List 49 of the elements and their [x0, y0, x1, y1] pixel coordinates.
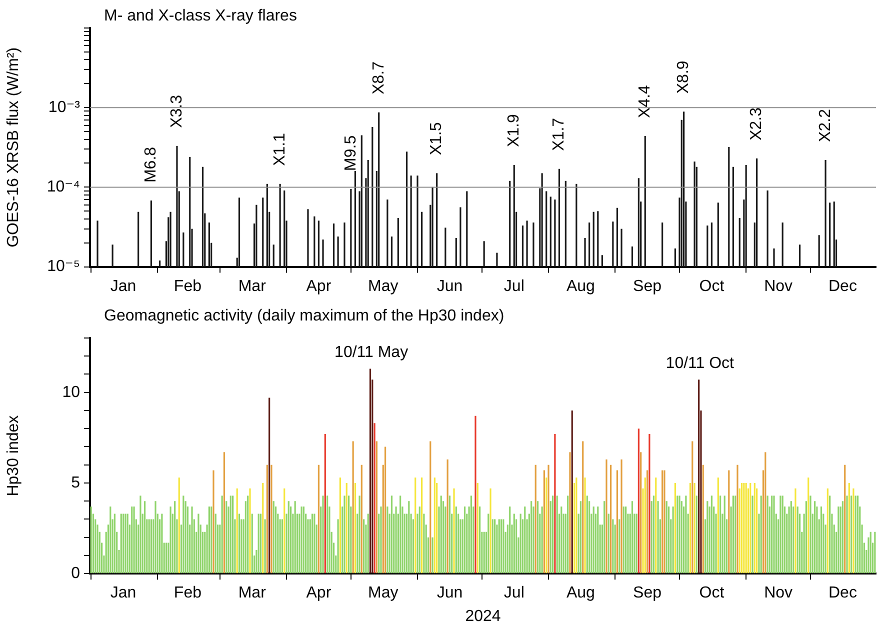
x-tick-label: Oct — [699, 584, 725, 602]
y-tick-label: 10⁻⁵ — [47, 258, 80, 276]
annotation: X1.7 — [550, 118, 568, 151]
x-tick-label: Sep — [633, 278, 662, 295]
x-tick-label: Feb — [174, 584, 202, 602]
x-tick-label: Jan — [110, 278, 136, 295]
annotation: X1.5 — [428, 122, 446, 156]
x-tick-label: May — [368, 584, 398, 602]
x-tick-label: Jul — [504, 584, 524, 602]
annotation: M6.8 — [142, 146, 160, 183]
x-tick-label: Sep — [633, 584, 662, 602]
y-tick-label: 5 — [71, 474, 80, 492]
annotation: X2.2 — [816, 108, 834, 142]
x-tick-label: Dec — [828, 584, 857, 602]
x-tick-label: May — [368, 278, 398, 295]
annotation: 10/11 May — [334, 344, 408, 362]
x-axis-title: 2024 — [465, 608, 501, 625]
y-axis-title: GOES-16 XRSB flux (W/m²) — [5, 47, 22, 248]
x-tick-label: Dec — [828, 278, 857, 295]
x-tick-label: Apr — [306, 584, 332, 602]
annotation: X3.3 — [168, 94, 186, 128]
annotation: X8.9 — [675, 60, 692, 94]
x-tick-label: Jan — [110, 584, 136, 602]
annotation: X2.3 — [748, 107, 766, 140]
x-tick-label: Nov — [764, 584, 793, 602]
annotation: 10/11 Oct — [666, 355, 735, 372]
x-tick-label: Jun — [436, 584, 463, 602]
x-tick-label: Jun — [436, 278, 463, 295]
x-tick-label: Feb — [174, 278, 202, 295]
x-tick-label: Aug — [566, 278, 595, 295]
x-tick-label: Mar — [238, 278, 267, 295]
x-tick-label: Aug — [566, 584, 595, 602]
annotation: M9.5 — [342, 135, 360, 171]
y-tick-label: 0 — [71, 565, 80, 582]
x-tick-label: Mar — [238, 584, 267, 602]
y-tick-label: 10 — [62, 384, 80, 401]
x-tick-label: Nov — [764, 278, 793, 295]
annotation: X8.7 — [370, 61, 388, 94]
x-tick-label: Oct — [699, 278, 725, 295]
annotation: X1.1 — [271, 132, 288, 166]
annotation: X4.4 — [636, 84, 654, 118]
y-axis-title: Hp30 index — [5, 415, 22, 496]
y-tick-label: 10⁻³ — [48, 99, 81, 116]
annotation: X1.9 — [506, 114, 523, 148]
y-tick-label: 10⁻⁴ — [46, 178, 80, 196]
x-tick-label: Apr — [306, 278, 332, 295]
x-tick-label: Jul — [504, 278, 524, 295]
chart-title: Geomagnetic activity (daily maximum of the Hp30 index) — [104, 307, 504, 324]
chart-title: M- and X-class X-ray flares — [104, 7, 297, 24]
